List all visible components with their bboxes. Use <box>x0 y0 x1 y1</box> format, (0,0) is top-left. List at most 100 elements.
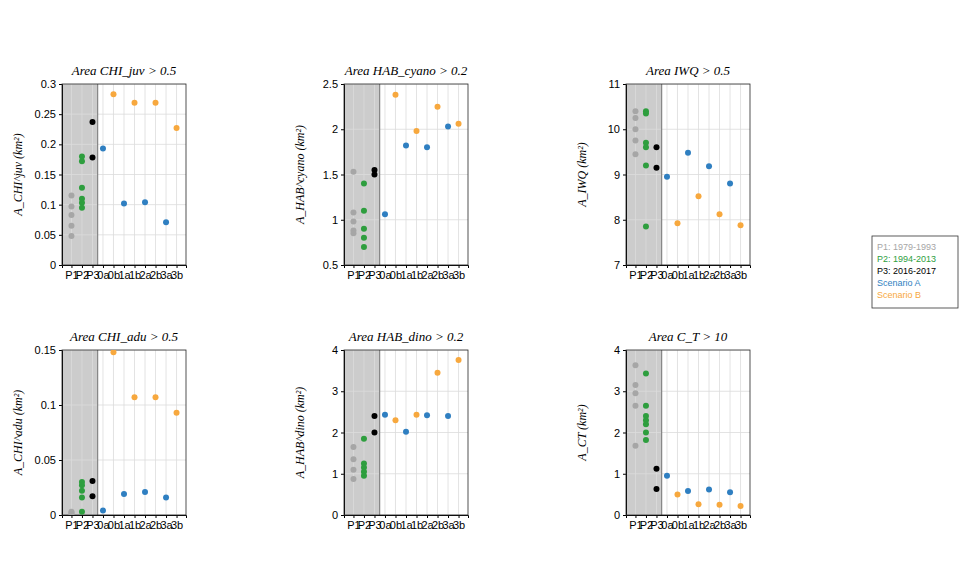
point <box>643 144 649 150</box>
x-tick: 3b <box>735 515 747 531</box>
point <box>643 371 649 377</box>
y-tick: 1.5 <box>323 169 344 181</box>
grid-line-x <box>124 350 125 515</box>
y-tick: 9 <box>614 169 626 181</box>
y-tick: 2 <box>332 427 344 439</box>
point <box>643 437 649 443</box>
point <box>121 491 127 497</box>
point <box>664 174 670 180</box>
point <box>643 162 649 168</box>
y-tick: 0.5 <box>323 259 344 271</box>
plot-frame <box>626 350 750 515</box>
y-tick: 7 <box>614 259 626 271</box>
panel: 01234P1P2P30a0b1a1b2a2b3a3bArea HAB_dino… <box>293 329 469 531</box>
point <box>79 185 85 191</box>
point <box>174 125 180 131</box>
plot-background <box>626 350 750 515</box>
x-tick-mark <box>145 265 146 268</box>
y-tick-label: 1 <box>332 468 338 480</box>
point <box>350 219 356 225</box>
points <box>350 357 461 482</box>
y-axis-title: A_CHI^adu (km²) <box>11 390 25 477</box>
grid-line-x <box>124 84 125 265</box>
y-tick: 0.1 <box>41 399 62 411</box>
x-tick-mark <box>459 515 460 518</box>
y-tick-mark <box>59 84 62 85</box>
y-axis: 0.511.522.5 <box>323 78 345 271</box>
point <box>68 511 74 515</box>
y-tick-label: 0.1 <box>41 199 56 211</box>
x-tick-mark <box>709 515 710 518</box>
grid-line-x <box>155 350 156 515</box>
y-tick: 0 <box>50 509 62 521</box>
point <box>89 493 95 499</box>
grid-line-x <box>740 350 741 515</box>
grid-line-x <box>81 84 82 265</box>
grid-line-x <box>719 84 720 265</box>
plot-frame <box>626 84 750 265</box>
y-tick-mark <box>623 515 626 516</box>
point <box>371 172 377 178</box>
title: Area CHI_juv > 0.5 <box>71 63 177 78</box>
legend-entry: Scenario B <box>877 290 921 300</box>
y-tick-label: 1.5 <box>323 169 338 181</box>
x-tick-mark <box>646 265 647 268</box>
x-tick-mark <box>646 515 647 518</box>
y-tick-label: 0.2 <box>41 138 56 150</box>
x-tick-mark <box>71 265 72 268</box>
grid-line-x <box>698 350 699 515</box>
grid-line-x <box>102 84 103 265</box>
x-tick-mark <box>135 515 136 518</box>
y-tick-mark <box>59 265 62 266</box>
y-tick-label: 8 <box>614 214 620 226</box>
plot-area <box>344 84 468 265</box>
y-axis: 00.050.10.15 <box>35 344 63 521</box>
x-tick-mark <box>166 515 167 518</box>
y-tick: 0.05 <box>35 454 62 466</box>
point <box>382 211 388 217</box>
x-tick-mark <box>374 515 375 518</box>
y-tick-mark <box>341 391 344 392</box>
y-tick-label: 2.5 <box>323 78 338 90</box>
points <box>68 350 179 515</box>
x-tick-mark <box>364 265 365 268</box>
point <box>643 421 649 427</box>
y-axis: 01234 <box>614 344 627 521</box>
y-tick-label: 0.5 <box>323 259 338 271</box>
grid-line-x <box>92 350 93 515</box>
y-tick: 11 <box>609 78 626 90</box>
y-axis: 7891011 <box>608 78 627 271</box>
grid-line-x <box>134 350 135 515</box>
point <box>132 394 138 400</box>
point <box>163 494 169 500</box>
point <box>727 181 733 187</box>
x-tick-mark <box>448 265 449 268</box>
y-tick-mark <box>623 350 626 351</box>
point <box>174 410 180 416</box>
y-tick-mark <box>59 235 62 236</box>
point <box>424 412 430 418</box>
x-tick-mark <box>71 515 72 518</box>
x-tick-mark <box>406 515 407 518</box>
x-tick-mark <box>438 515 439 518</box>
point <box>350 230 356 236</box>
x-tick-mark <box>720 515 721 518</box>
y-tick-mark <box>623 84 626 85</box>
point <box>142 199 148 205</box>
grid-line-x <box>448 350 449 515</box>
point <box>79 509 85 515</box>
y-tick-label: 2 <box>332 123 338 135</box>
point <box>350 456 356 462</box>
y-tick-mark <box>623 265 626 266</box>
y-tick: 1 <box>332 468 344 480</box>
panel: 00.050.10.150.20.250.3P1P2P30a0b1a1b2a2b… <box>11 63 187 281</box>
point <box>68 233 74 239</box>
x-tick-mark <box>417 265 418 268</box>
points <box>632 108 743 229</box>
x-tick-mark <box>459 265 460 268</box>
point <box>79 158 85 164</box>
point <box>153 100 159 106</box>
historical-boundary <box>379 84 380 265</box>
grid-line-x <box>176 350 177 515</box>
point <box>424 144 430 150</box>
